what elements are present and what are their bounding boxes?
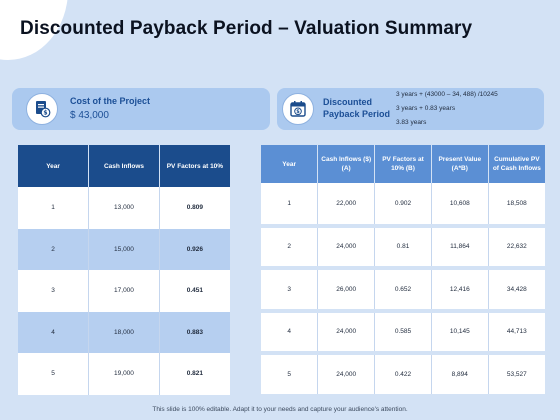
table-cell: 0.926 — [159, 228, 230, 270]
dollar-document-icon: $ — [26, 93, 58, 125]
column-header: PV Factors at 10% — [159, 145, 230, 187]
table-cell: 13,000 — [88, 187, 160, 229]
cost-label: Cost of the Project — [70, 96, 151, 106]
table-cell: 15,000 — [88, 228, 160, 270]
table-cell: 0.883 — [159, 311, 230, 353]
table-cell: 0.585 — [374, 310, 432, 355]
table-cell: 0.422 — [374, 353, 432, 398]
table-header-row: Year Cash Inflows PV Factors at 10% — [18, 145, 230, 187]
dpp-summary-box: $ Discounted Payback Period 3 years + (4… — [277, 88, 544, 130]
table-cell: 0.451 — [159, 270, 230, 312]
svg-text:$: $ — [43, 110, 47, 117]
column-header: Cumulative PV of Cash Inflows — [488, 145, 545, 183]
table-cell: 10,145 — [431, 310, 489, 355]
column-header: Year — [261, 145, 319, 183]
table-row: 4 18,000 0.883 — [18, 311, 230, 353]
table-cell: 17,000 — [88, 270, 160, 312]
svg-text:$: $ — [296, 109, 300, 115]
cost-summary-box: $ Cost of the Project $ 43,000 — [12, 88, 270, 130]
table-cell: 18,508 — [488, 183, 545, 228]
calc-line: 3.83 years — [396, 119, 427, 126]
calendar-dollar-icon: $ — [282, 93, 314, 125]
table-cell: 0.809 — [159, 187, 230, 229]
table-cell: 4 — [18, 311, 90, 353]
table-cell: 24,000 — [317, 310, 376, 355]
table-cell: 0.821 — [159, 353, 230, 395]
table-row: 5 19,000 0.821 — [18, 353, 230, 395]
table-cell: 3 — [18, 270, 90, 312]
table-cell: 18,000 — [88, 311, 160, 353]
column-header: Cash Inflows — [88, 145, 160, 187]
cost-value: $ 43,000 — [70, 110, 109, 121]
table-cell: 3 — [261, 268, 319, 313]
cash-inflows-table: Year Cash Inflows PV Factors at 10% 1 13… — [18, 145, 230, 395]
table-cell: 1 — [261, 183, 319, 228]
dpp-label: Discounted Payback Period — [323, 97, 391, 119]
table-cell: 12,416 — [431, 268, 489, 313]
footer-note: This slide is 100% editable. Adapt it to… — [152, 406, 408, 413]
table-cell: 8,894 — [431, 353, 489, 398]
table-cell: 22,000 — [317, 183, 376, 228]
table-cell: 0.81 — [374, 225, 432, 270]
table-cell: 0.902 — [374, 183, 432, 228]
table-header-row: Year Cash Inflows ($) (A) PV Factors at … — [261, 145, 545, 183]
page-title: Discounted Payback Period – Valuation Su… — [20, 18, 473, 39]
table-cell: 24,000 — [317, 353, 376, 398]
table-cell: 44,713 — [488, 310, 545, 355]
table-cell: 5 — [261, 353, 319, 398]
table-row: 2 24,000 0.81 11,864 22,632 — [261, 225, 545, 270]
table-cell: 53,527 — [488, 353, 545, 398]
column-header: Year — [18, 145, 90, 187]
table-cell: 10,608 — [431, 183, 489, 228]
table-cell: 2 — [261, 225, 319, 270]
table-cell: 26,000 — [317, 268, 376, 313]
table-row: 1 13,000 0.809 — [18, 187, 230, 229]
table-cell: 22,632 — [488, 225, 545, 270]
table-row: 5 24,000 0.422 8,894 53,527 — [261, 353, 545, 398]
column-header: Present Value (A*B) — [431, 145, 489, 183]
summary-bar: $ Cost of the Project $ 43,000 $ Discoun… — [12, 88, 544, 130]
calc-line: 3 years + (43000 – 34, 488) /10245 — [396, 91, 498, 98]
table-cell: 4 — [261, 310, 319, 355]
table-row: 3 26,000 0.652 12,416 34,428 — [261, 268, 545, 313]
table-row: 3 17,000 0.451 — [18, 270, 230, 312]
table-cell: 2 — [18, 228, 90, 270]
calc-line: 3 years + 0.83 years — [396, 105, 456, 112]
table-cell: 1 — [18, 187, 90, 229]
column-header: PV Factors at 10% (B) — [374, 145, 432, 183]
table-cell: 24,000 — [317, 225, 376, 270]
table-cell: 19,000 — [88, 353, 160, 395]
table-cell: 5 — [18, 353, 90, 395]
table-cell: 11,864 — [431, 225, 489, 270]
table-row: 2 15,000 0.926 — [18, 228, 230, 270]
table-row: 4 24,000 0.585 10,145 44,713 — [261, 310, 545, 355]
table-row: 1 22,000 0.902 10,608 18,508 — [261, 183, 545, 228]
column-header: Cash Inflows ($) (A) — [317, 145, 376, 183]
table-cell: 0.652 — [374, 268, 432, 313]
present-value-table: Year Cash Inflows ($) (A) PV Factors at … — [261, 145, 545, 398]
table-cell: 34,428 — [488, 268, 545, 313]
